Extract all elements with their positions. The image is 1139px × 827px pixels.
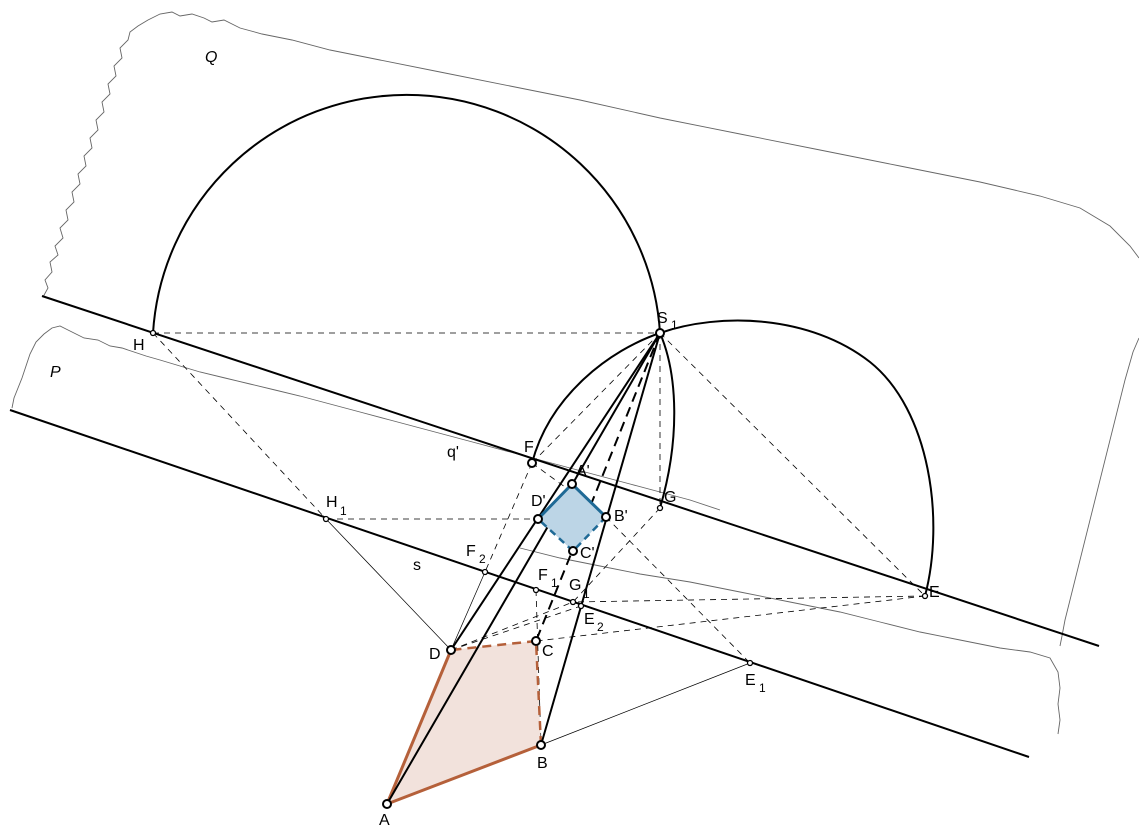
label-d: D xyxy=(429,646,441,663)
marker-e1 xyxy=(746,659,754,667)
plane-p-outline xyxy=(11,325,721,511)
edge-d-prime-a-prime xyxy=(536,482,574,521)
label-c: C xyxy=(542,643,554,660)
marker-f2 xyxy=(481,568,489,576)
label-e: E xyxy=(929,584,940,601)
quad-image-fill xyxy=(538,484,606,551)
arc-s1-g xyxy=(659,332,676,509)
plane-q-label: Q xyxy=(205,49,217,66)
marker-g1 xyxy=(569,598,577,606)
edge-c-prime-d-prime xyxy=(537,518,574,552)
label-s1-sub: 1 xyxy=(671,318,678,332)
edge-ab xyxy=(386,743,542,806)
marker-a-prime xyxy=(567,479,577,489)
projection-rays xyxy=(386,332,661,805)
label-s1: S xyxy=(657,310,668,327)
marker-a xyxy=(382,799,392,809)
label-a: A xyxy=(379,812,390,827)
plane-p-bottom-edge xyxy=(519,547,1061,735)
point-markers-main xyxy=(382,328,665,809)
label-h1-sub: 1 xyxy=(340,504,347,518)
edge-da xyxy=(385,649,453,805)
label-h: H xyxy=(133,337,145,354)
label-e2: E xyxy=(584,611,595,628)
label-a-prime: A' xyxy=(576,463,590,480)
label-e1: E xyxy=(745,672,756,689)
marker-b xyxy=(536,740,546,750)
plane-q-right-edge xyxy=(1059,337,1139,647)
edge-b-prime-c-prime xyxy=(572,516,607,552)
construction-solid-thin xyxy=(325,518,751,746)
label-b-prime: B' xyxy=(614,508,628,525)
label-b: B xyxy=(537,755,548,772)
edge-a-prime-b-prime xyxy=(570,482,608,519)
label-f2-sub: 2 xyxy=(479,552,486,566)
plane-q-outline xyxy=(42,11,1139,298)
point-markers-small xyxy=(149,329,929,667)
label-g1: G xyxy=(569,577,581,594)
plane-p-label: P xyxy=(50,364,61,381)
label-c-prime: C' xyxy=(580,545,595,562)
edge-bc xyxy=(534,640,543,746)
marker-c-prime xyxy=(568,546,578,556)
marker-f1 xyxy=(532,586,540,594)
quad-abcd-fill xyxy=(387,641,541,804)
trace-line-q-prime xyxy=(41,295,1100,647)
marker-h xyxy=(149,329,157,337)
marker-d-prime xyxy=(533,514,543,524)
marker-e xyxy=(921,592,929,600)
label-g1-sub: 1 xyxy=(583,587,590,601)
marker-d xyxy=(446,645,456,655)
label-d-prime: D' xyxy=(531,493,546,510)
label-f1: F xyxy=(538,567,548,584)
label-g: G xyxy=(664,489,676,506)
marker-g xyxy=(656,504,664,512)
label-f1-sub: 1 xyxy=(551,576,558,590)
label-e1-sub: 1 xyxy=(759,681,766,695)
marker-e2 xyxy=(577,602,585,610)
line-q-prime-label: q' xyxy=(447,444,459,461)
marker-f xyxy=(527,458,537,468)
projection-ray-c xyxy=(535,332,661,642)
label-f: F xyxy=(524,439,534,456)
marker-c xyxy=(531,636,541,646)
marker-b-prime xyxy=(601,512,611,522)
line-s-label: s xyxy=(413,557,421,574)
label-e2-sub: 2 xyxy=(597,620,604,634)
marker-s1 xyxy=(655,328,665,338)
marker-h1 xyxy=(322,515,330,523)
label-h1: H xyxy=(326,494,338,511)
trace-line-s xyxy=(9,409,1030,758)
arc-s1-f xyxy=(531,332,661,464)
label-f2: F xyxy=(466,543,476,560)
semicircle-h-s1 xyxy=(152,93,661,334)
semicircle-s1-e xyxy=(659,319,935,597)
